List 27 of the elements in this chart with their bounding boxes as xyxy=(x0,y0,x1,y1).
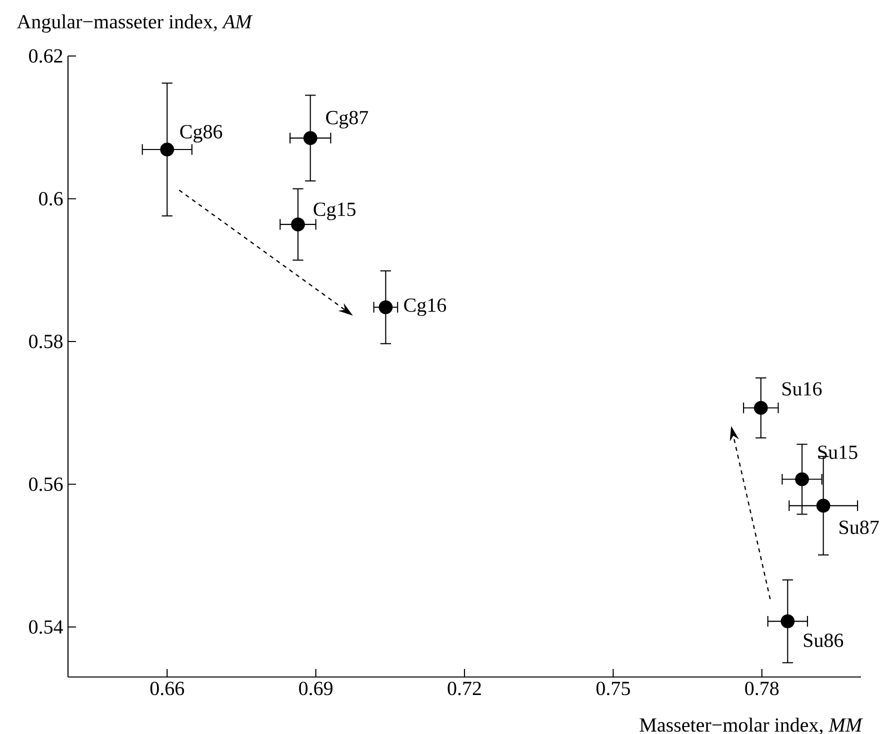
point xyxy=(160,142,174,156)
x-tick-label: 0.75 xyxy=(596,682,630,696)
annotation: Su86 xyxy=(804,634,844,648)
annotation: Cg87 xyxy=(326,110,368,128)
x-tick-label: 0.78 xyxy=(745,682,779,696)
annotation: Cg15 xyxy=(314,202,356,220)
annotation: Su87 xyxy=(840,520,879,534)
point xyxy=(795,472,809,486)
point xyxy=(780,614,795,628)
y-tick-label: 0.54 xyxy=(29,620,63,634)
y-tick-label: 0.56 xyxy=(29,477,63,492)
point xyxy=(291,218,305,232)
point xyxy=(378,300,393,314)
point xyxy=(303,131,318,146)
annotation: Su16 xyxy=(782,382,822,396)
annotation: Su15 xyxy=(818,446,858,459)
annotation: Cg86 xyxy=(180,124,222,143)
point xyxy=(754,400,768,415)
x-tick-label: 0.66 xyxy=(150,682,184,696)
y-axis-title: Angular−masseter index, AM xyxy=(16,14,253,33)
x-tick-label: 0.72 xyxy=(448,682,481,696)
y-tick-label: 0.6 xyxy=(39,192,63,206)
annotation: Cg16 xyxy=(404,298,446,316)
point xyxy=(816,498,830,513)
x-tick-label: 0.69 xyxy=(299,682,332,696)
y-tick-label: 0.62 xyxy=(29,49,62,63)
y-tick-label: 0.58 xyxy=(29,334,63,348)
